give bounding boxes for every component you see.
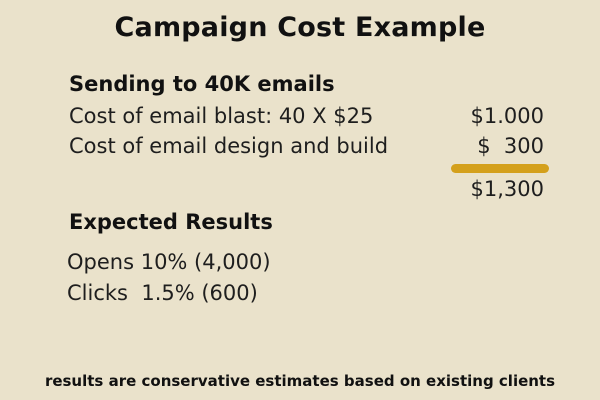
email-blast-cost-amount: $1.000 <box>470 104 544 128</box>
total-cost-amount: $1,300 <box>470 177 544 201</box>
clicks-result: Clicks 1.5% (600) <box>67 281 258 305</box>
email-blast-cost-label: Cost of email blast: 40 X $25 <box>69 104 374 128</box>
footer-note: results are conservative estimates based… <box>44 372 556 390</box>
page-title: Campaign Cost Example <box>114 12 486 43</box>
expected-results-heading: Expected Results <box>69 210 273 234</box>
email-design-cost-label: Cost of email design and build <box>69 134 389 158</box>
sending-heading: Sending to 40K emails <box>69 72 335 96</box>
email-design-cost-amount: $ 300 <box>477 134 544 158</box>
sum-underline <box>451 164 549 173</box>
opens-result: Opens 10% (4,000) <box>67 250 271 274</box>
